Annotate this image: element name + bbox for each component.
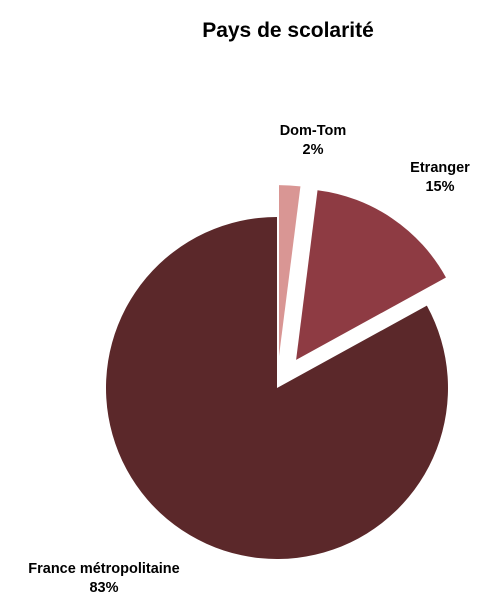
pie-slice-dom-tom	[279, 185, 301, 357]
slice-label: Dom-Tom	[280, 123, 347, 139]
pie-slice-etranger	[296, 190, 446, 360]
slice-label: Etranger	[410, 160, 470, 176]
slice-percent-label: 15%	[425, 179, 454, 195]
slice-labels: France métropolitaine 83% Dom-Tom 2% Etrange…	[28, 123, 470, 596]
pie-slices	[106, 185, 448, 559]
chart-title: Pays de scolarité	[202, 19, 374, 42]
slice-percent-label: 2%	[303, 142, 324, 158]
slice-label: France métropolitaine	[28, 561, 179, 577]
pie-slice-france-m-tropolitaine	[106, 217, 448, 559]
slice-percent-label: 83%	[89, 580, 118, 596]
